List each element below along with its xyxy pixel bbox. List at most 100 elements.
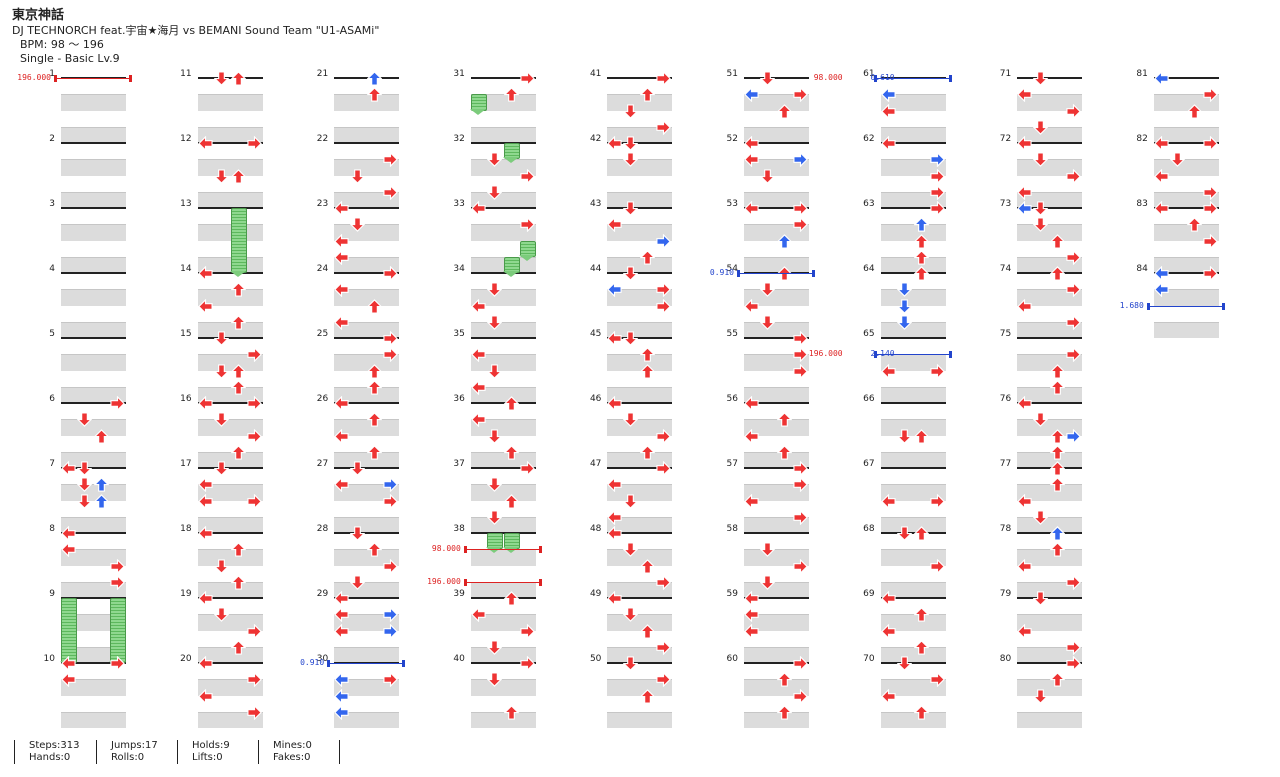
arrow-left-icon [197, 525, 213, 542]
beat-band [470, 354, 536, 371]
beat-band [607, 159, 673, 176]
arrow-right-icon [520, 70, 535, 87]
stop-duration-label: 0.910 [300, 658, 325, 667]
beat-band [61, 679, 126, 696]
measure-number: 7 [49, 459, 55, 469]
song-artist: DJ TECHNORCH feat.宇宙★海月 vs BEMANI Sound … [12, 24, 380, 37]
arrow-down-icon [622, 136, 639, 151]
beat-band [880, 289, 946, 306]
marker-tick [538, 546, 542, 554]
measure-line [607, 77, 673, 79]
arrow-left-icon [744, 298, 759, 314]
arrow-left-icon [880, 493, 896, 509]
steps-count: Steps:313 [29, 740, 80, 751]
arrow-left-icon [880, 363, 896, 379]
beat-band [607, 516, 673, 533]
arrow-left-icon [744, 200, 759, 217]
beat-band [880, 256, 946, 273]
beat-band [470, 321, 536, 338]
stop-duration-label: 0.910 [709, 268, 734, 277]
arrow-left-icon [607, 216, 623, 233]
measure-number: 35 [453, 329, 465, 339]
arrow-left-icon [470, 379, 486, 396]
arrow-down-icon [76, 461, 93, 476]
arrow-right-icon [383, 476, 399, 493]
measure-line [334, 402, 400, 404]
measure-number: 73 [999, 199, 1012, 209]
arrow-down-icon [76, 412, 93, 428]
arrow-right-icon [656, 428, 672, 444]
measure-line [607, 467, 673, 469]
measure-number: 51 [726, 69, 738, 79]
arrow-up-icon [1049, 444, 1066, 460]
measure-number: 20 [180, 654, 192, 664]
beat-band [334, 614, 400, 631]
beat-band [1017, 581, 1083, 598]
arrow-right-icon [793, 476, 808, 493]
arrow-up-icon [366, 444, 383, 460]
beat-band [880, 484, 946, 501]
arrow-right-icon [793, 216, 808, 233]
marker-tick [1221, 302, 1225, 310]
measure-line [1017, 142, 1083, 144]
beat-band [744, 224, 809, 241]
arrow-up-icon [1049, 477, 1066, 492]
arrow-right-icon [656, 639, 672, 656]
arrow-left-icon [1017, 395, 1032, 412]
measure-line [61, 402, 126, 404]
beat-band [880, 126, 946, 143]
measure-number: 27 [316, 459, 329, 469]
measure-number: 21 [316, 69, 329, 79]
measure-number: 8 [49, 524, 55, 534]
arrow-up-icon [230, 314, 247, 330]
arrow-up-icon [503, 591, 520, 606]
beat-band [61, 386, 126, 403]
measure-line [744, 467, 809, 469]
beat-band [197, 386, 263, 403]
beat-band [470, 224, 536, 241]
beat-band [607, 94, 673, 111]
arrow-up-icon [503, 396, 520, 411]
beat-band [744, 94, 809, 111]
beat-band [607, 354, 673, 371]
arrow-left-icon [744, 590, 759, 607]
bpm-range: BPM: 98 ～ 196 [20, 38, 104, 51]
measure-line [744, 142, 809, 144]
marker-tick [873, 351, 877, 359]
arrow-right-icon [1066, 281, 1082, 298]
beat-band [470, 711, 536, 728]
arrow-up-icon [503, 444, 520, 460]
arrow-left-icon [744, 395, 759, 412]
arrow-right-icon [656, 233, 672, 249]
arrow-right-icon [246, 623, 262, 639]
measure-line [197, 597, 263, 599]
beat-band [61, 321, 126, 338]
fakes-count: Fakes:0 [273, 752, 311, 763]
bpm-change-line [55, 78, 130, 79]
beat-band [334, 256, 400, 273]
arrow-up-icon [366, 363, 383, 379]
rolls-count: Rolls:0 [111, 752, 145, 763]
hands-count: Hands:0 [29, 752, 71, 763]
arrow-left-icon [470, 606, 486, 623]
measure-number: 11 [180, 69, 192, 79]
beat-band [334, 581, 400, 598]
arrow-left-icon [744, 86, 759, 103]
beat-band [744, 256, 809, 273]
arrow-up-icon [913, 428, 930, 444]
arrow-down-icon [213, 331, 230, 346]
arrow-right-icon [1066, 346, 1082, 363]
measure-number: 3 [49, 199, 55, 209]
beat-band [1153, 321, 1219, 338]
measure-line [334, 272, 400, 274]
arrow-down-icon [486, 640, 503, 655]
beat-band [744, 126, 809, 143]
stop-line [874, 354, 950, 356]
beat-band [470, 451, 536, 468]
beat-band [61, 711, 126, 728]
measure-number: 5 [49, 329, 55, 339]
arrow-right-icon [656, 70, 672, 87]
holds-count: Holds:9 [192, 740, 230, 751]
measure-number: 37 [453, 459, 465, 469]
beat-band [61, 159, 126, 176]
